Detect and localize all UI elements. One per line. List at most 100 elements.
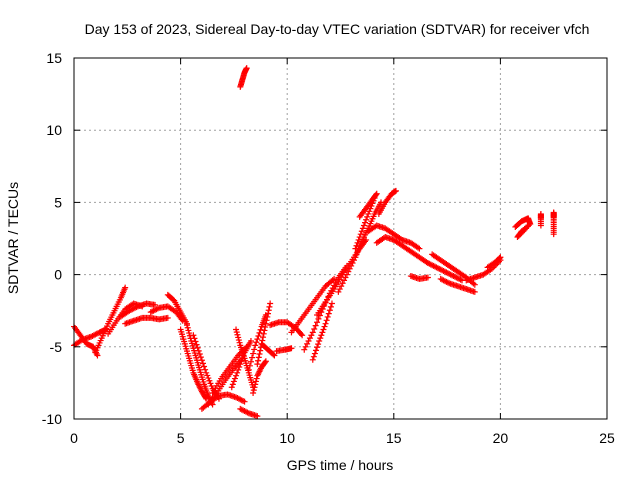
data-point bbox=[184, 324, 191, 331]
data-point bbox=[198, 357, 205, 364]
data-point bbox=[250, 350, 257, 357]
data-point bbox=[262, 359, 269, 366]
data-point bbox=[197, 354, 204, 361]
data-point bbox=[327, 303, 334, 310]
data-point bbox=[342, 274, 349, 281]
y-tick-labels: -10 -5 0 5 10 15 bbox=[42, 50, 62, 427]
x-tick-label: 20 bbox=[493, 430, 509, 446]
y-tick-label: 10 bbox=[46, 122, 62, 138]
data-point bbox=[252, 378, 259, 385]
data-point bbox=[364, 213, 371, 220]
data-point bbox=[308, 332, 315, 339]
data-point bbox=[263, 317, 270, 324]
data-point bbox=[228, 384, 235, 391]
data-point bbox=[301, 346, 308, 353]
x-tick-label: 5 bbox=[177, 430, 185, 446]
data-point bbox=[311, 350, 318, 357]
data-point bbox=[262, 320, 269, 327]
data-point bbox=[122, 284, 129, 291]
data-point bbox=[360, 222, 367, 229]
data-point bbox=[550, 231, 557, 238]
data-point bbox=[236, 339, 243, 346]
data-point bbox=[270, 351, 277, 358]
data-point bbox=[233, 372, 240, 379]
data-point bbox=[366, 208, 373, 215]
data-point bbox=[252, 342, 259, 349]
data-point bbox=[247, 358, 254, 365]
data-point bbox=[324, 313, 331, 320]
data-point bbox=[183, 322, 190, 329]
data-point bbox=[264, 313, 271, 320]
data-point bbox=[351, 257, 358, 264]
data-point bbox=[186, 330, 193, 337]
data-point bbox=[322, 320, 329, 327]
data-point bbox=[252, 381, 259, 388]
data-point bbox=[354, 239, 361, 246]
data-point bbox=[265, 307, 272, 314]
data-point bbox=[194, 344, 201, 351]
data-point bbox=[354, 248, 361, 255]
data-point bbox=[205, 375, 212, 382]
data-point bbox=[298, 331, 305, 338]
data-point bbox=[254, 361, 261, 368]
data-point bbox=[346, 265, 353, 272]
data-point bbox=[267, 300, 274, 307]
data-point bbox=[235, 334, 242, 341]
data-point bbox=[229, 381, 236, 388]
data-point bbox=[255, 357, 262, 364]
data-point bbox=[320, 326, 327, 333]
data-point bbox=[257, 326, 264, 333]
data-point bbox=[265, 310, 272, 317]
grid-lines bbox=[74, 58, 607, 419]
data-point bbox=[195, 347, 202, 354]
data-point bbox=[254, 413, 261, 420]
data-point bbox=[309, 356, 316, 363]
data-point bbox=[193, 341, 200, 348]
data-point bbox=[208, 383, 215, 390]
data-point bbox=[249, 354, 256, 361]
data-point bbox=[255, 354, 262, 361]
data-point bbox=[299, 332, 306, 339]
data-point bbox=[373, 190, 380, 197]
data-point bbox=[317, 335, 324, 342]
data-point bbox=[323, 317, 330, 324]
data-point bbox=[314, 344, 321, 351]
data-point bbox=[256, 329, 263, 336]
data-point bbox=[325, 310, 332, 317]
data-point bbox=[353, 251, 360, 258]
data-point bbox=[164, 314, 171, 321]
data-point bbox=[271, 352, 278, 359]
data-point bbox=[255, 332, 262, 339]
data-point bbox=[315, 315, 322, 322]
data-point bbox=[471, 288, 478, 295]
data-point bbox=[339, 280, 346, 287]
data-point bbox=[201, 363, 208, 370]
data-point bbox=[373, 191, 380, 198]
data-point bbox=[306, 335, 313, 342]
data-point bbox=[253, 375, 260, 382]
data-point bbox=[365, 210, 372, 217]
data-point bbox=[335, 288, 342, 295]
data-point bbox=[288, 345, 295, 352]
data-points bbox=[71, 65, 557, 420]
data-point bbox=[191, 335, 198, 342]
data-point bbox=[496, 254, 503, 261]
x-tick-label: 0 bbox=[70, 430, 78, 446]
data-point bbox=[352, 254, 359, 261]
data-point bbox=[319, 329, 326, 336]
data-point bbox=[358, 228, 365, 235]
data-point bbox=[246, 362, 253, 369]
data-point bbox=[357, 231, 364, 238]
data-point bbox=[253, 339, 260, 346]
data-point bbox=[230, 378, 237, 385]
data-point bbox=[192, 338, 199, 345]
data-point bbox=[203, 369, 210, 376]
data-point bbox=[235, 337, 242, 344]
data-point bbox=[497, 254, 504, 261]
data-point bbox=[312, 347, 319, 354]
data-point bbox=[302, 343, 309, 350]
data-point bbox=[424, 274, 431, 281]
data-point bbox=[207, 380, 214, 387]
data-point bbox=[353, 242, 360, 249]
data-point bbox=[247, 338, 254, 345]
